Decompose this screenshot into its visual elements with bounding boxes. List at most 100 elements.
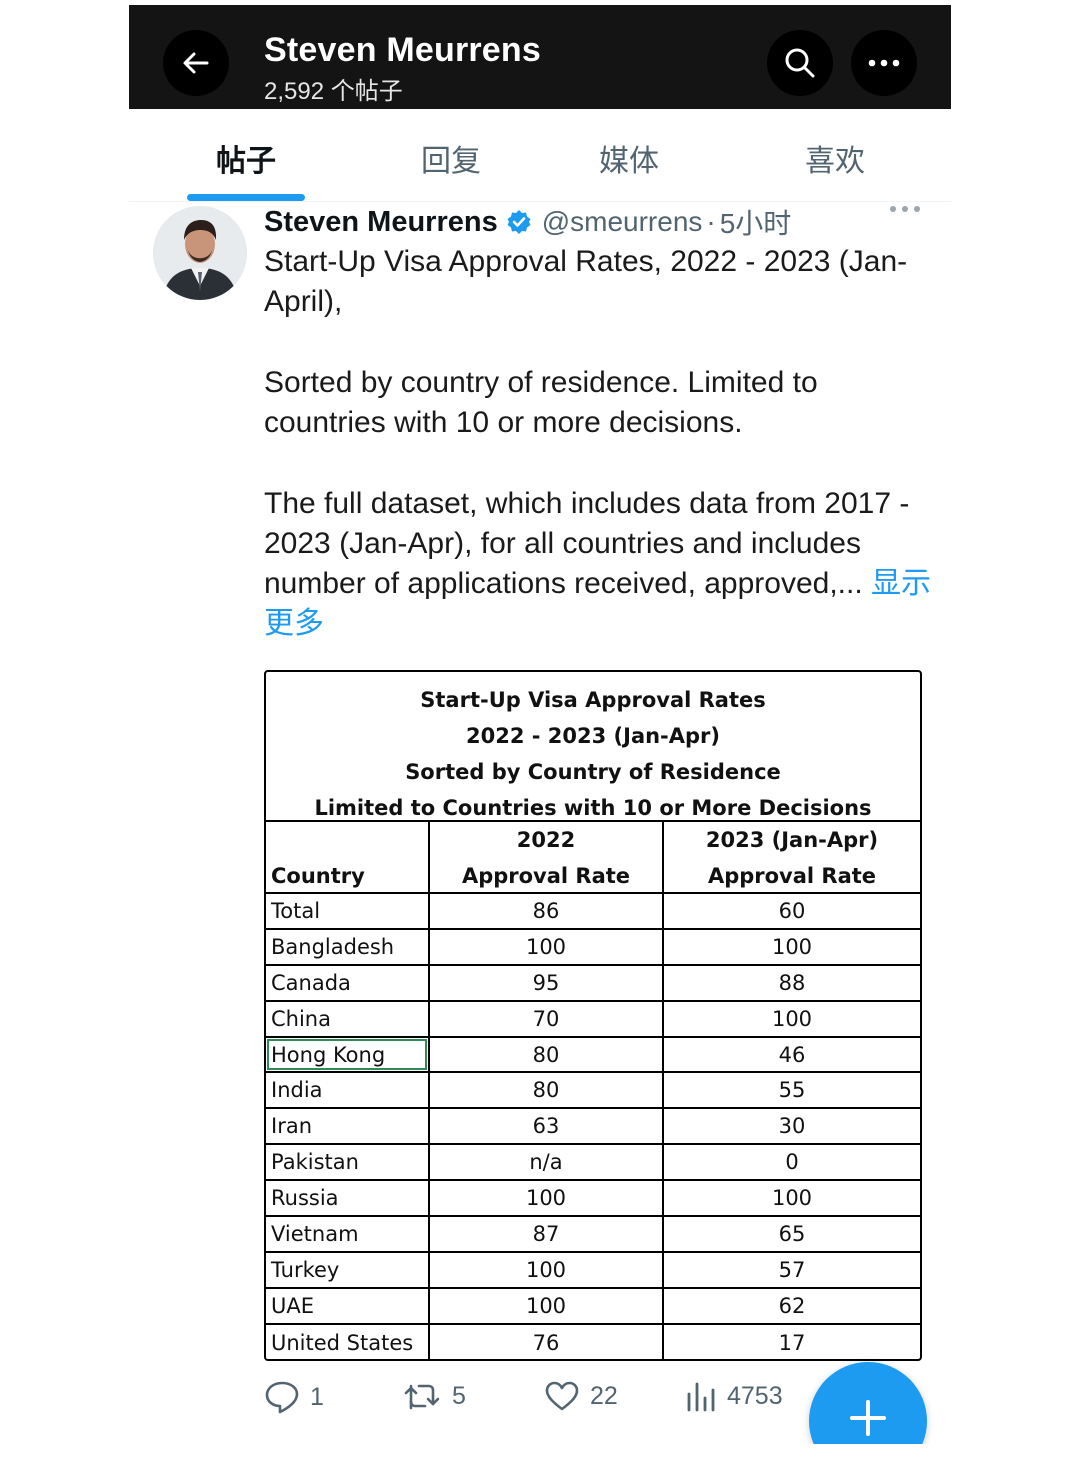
table-title: Start-Up Visa Approval Rates 2022 - 2023… <box>266 672 920 822</box>
country-cell: India <box>271 1078 323 1103</box>
country-cell: Turkey <box>271 1257 340 1282</box>
rate-2022-cell: 100 <box>428 1181 662 1216</box>
country-cell: Vietnam <box>271 1221 359 1246</box>
column-header-2023: 2023 (Jan-Apr) Approval Rate <box>662 822 920 894</box>
rate-2023-cell: 88 <box>662 965 920 1000</box>
header-title: Steven Meurrens <box>264 31 541 69</box>
table-header-row: Country 2022 Approval Rate 2023 (Jan-Apr… <box>266 822 920 894</box>
column-header-line: Approval Rate <box>707 864 877 888</box>
country-cell: Canada <box>271 970 351 995</box>
tweet-author-row: Steven Meurrens @smeurrens · 5小时 <box>264 202 791 242</box>
table-row: Canada 95 88 <box>266 965 920 1002</box>
profile-tabs: 帖子 回复 媒体 喜欢 <box>129 110 951 202</box>
show-more-link[interactable]: 显示更多 <box>264 567 932 640</box>
reply-icon <box>265 1381 299 1414</box>
table-row: Pakistan n/a 0 <box>266 1145 920 1182</box>
rate-2023-cell: 100 <box>662 929 920 964</box>
reply-count: 1 <box>310 1382 324 1411</box>
table-title-line: Sorted by Country of Residence <box>405 760 781 784</box>
table-title-line: 2022 - 2023 (Jan-Apr) <box>465 724 721 748</box>
reply-button[interactable]: 1 <box>264 1380 324 1414</box>
more-options-button[interactable] <box>851 30 917 96</box>
rate-2023-cell: 46 <box>662 1037 920 1072</box>
tweet-paragraph-2: Sorted by country of residence. Limited … <box>264 366 818 439</box>
table-row: India 80 55 <box>266 1073 920 1110</box>
author-name[interactable]: Steven Meurrens <box>264 205 498 238</box>
rate-2023-cell: 30 <box>662 1109 920 1144</box>
like-count: 22 <box>590 1381 618 1410</box>
rate-2023-cell: 57 <box>662 1252 920 1287</box>
rate-2022-cell: 70 <box>428 1001 662 1036</box>
views-button[interactable]: 4753 <box>685 1380 783 1412</box>
rate-2023-cell: 17 <box>662 1324 920 1361</box>
tweet-paragraph-3: The full dataset, which includes data fr… <box>264 484 944 644</box>
meta-separator: · <box>706 206 716 237</box>
table-row: China 70 100 <box>266 1001 920 1038</box>
column-header-line: Country <box>271 864 365 888</box>
table-row: Vietnam 87 65 <box>266 1217 920 1253</box>
rate-2023-cell: 62 <box>662 1288 920 1323</box>
table-row: Iran 63 30 <box>266 1109 920 1146</box>
rate-2023-cell: 65 <box>662 1217 920 1251</box>
rate-2023-cell: 100 <box>662 1001 920 1036</box>
verified-badge-icon <box>506 209 532 235</box>
back-button[interactable] <box>163 30 229 96</box>
profile-header: Steven Meurrens 2,592 个帖子 <box>129 5 951 109</box>
table-title-line: Limited to Countries with 10 or More Dec… <box>314 796 872 820</box>
tweet-image-table[interactable]: Start-Up Visa Approval Rates 2022 - 2023… <box>264 670 922 1361</box>
tweet-more-icon[interactable] <box>890 206 920 212</box>
country-cell: Bangladesh <box>271 934 395 959</box>
tab-replies[interactable]: 回复 <box>421 145 481 178</box>
rate-2023-cell: 55 <box>662 1073 920 1108</box>
column-header-line: Approval Rate <box>461 864 631 888</box>
author-handle[interactable]: @smeurrens <box>541 206 703 237</box>
country-cell: Iran <box>271 1114 313 1139</box>
repost-icon <box>404 1384 440 1410</box>
table-title-line: Start-Up Visa Approval Rates <box>420 688 766 712</box>
avatar[interactable] <box>153 206 247 300</box>
column-header-line: 2023 (Jan-Apr) <box>705 828 879 852</box>
rate-2022-cell: 100 <box>428 929 662 964</box>
like-button[interactable]: 22 <box>544 1380 618 1412</box>
arrow-left-icon <box>183 52 209 74</box>
tab-media[interactable]: 媒体 <box>599 145 659 178</box>
repost-button[interactable]: 5 <box>402 1380 466 1412</box>
country-cell: Total <box>271 898 321 923</box>
rate-2023-cell: 60 <box>662 894 920 928</box>
rate-2022-cell: 80 <box>428 1037 662 1072</box>
rate-2022-cell: 86 <box>428 894 662 928</box>
table-row: Russia 100 100 <box>266 1181 920 1218</box>
country-cell: Hong Kong <box>266 1038 428 1072</box>
tweet-paragraph-3-text: The full dataset, which includes data fr… <box>264 487 910 600</box>
country-cell: United States <box>271 1330 414 1355</box>
screen-bottom-edge <box>0 1444 1080 1464</box>
column-header-line: 2022 <box>516 828 576 852</box>
post-count: 2,592 个帖子 <box>264 78 403 105</box>
table-row: Turkey 100 57 <box>266 1252 920 1289</box>
analytics-icon <box>687 1382 715 1412</box>
more-horizontal-icon <box>868 59 900 67</box>
tweet-timestamp[interactable]: 5小时 <box>719 208 792 239</box>
rate-2022-cell: 76 <box>428 1324 662 1361</box>
table-row: Bangladesh 100 100 <box>266 929 920 966</box>
country-cell: Pakistan <box>271 1150 359 1175</box>
column-header-country: Country <box>266 822 428 894</box>
profile-photo-icon <box>153 206 247 300</box>
rate-2023-cell: 100 <box>662 1181 920 1216</box>
country-cell: UAE <box>271 1293 315 1318</box>
rate-2022-cell: n/a <box>428 1145 662 1180</box>
table-body: Total 86 60 Bangladesh 100 100 Canada 95 88 China… <box>266 894 920 1361</box>
plus-icon <box>850 1400 886 1436</box>
rate-2023-cell: 0 <box>662 1145 920 1180</box>
views-count: 4753 <box>727 1381 783 1410</box>
tab-likes[interactable]: 喜欢 <box>805 145 865 178</box>
heart-icon <box>545 1381 579 1411</box>
repost-count: 5 <box>452 1381 466 1410</box>
tab-posts[interactable]: 帖子 <box>216 145 276 178</box>
rate-2022-cell: 100 <box>428 1252 662 1287</box>
active-tab-indicator <box>187 194 305 201</box>
table-row: Total 86 60 <box>266 894 920 930</box>
rate-2022-cell: 95 <box>428 965 662 1000</box>
search-button[interactable] <box>767 30 833 96</box>
rate-2022-cell: 63 <box>428 1109 662 1144</box>
